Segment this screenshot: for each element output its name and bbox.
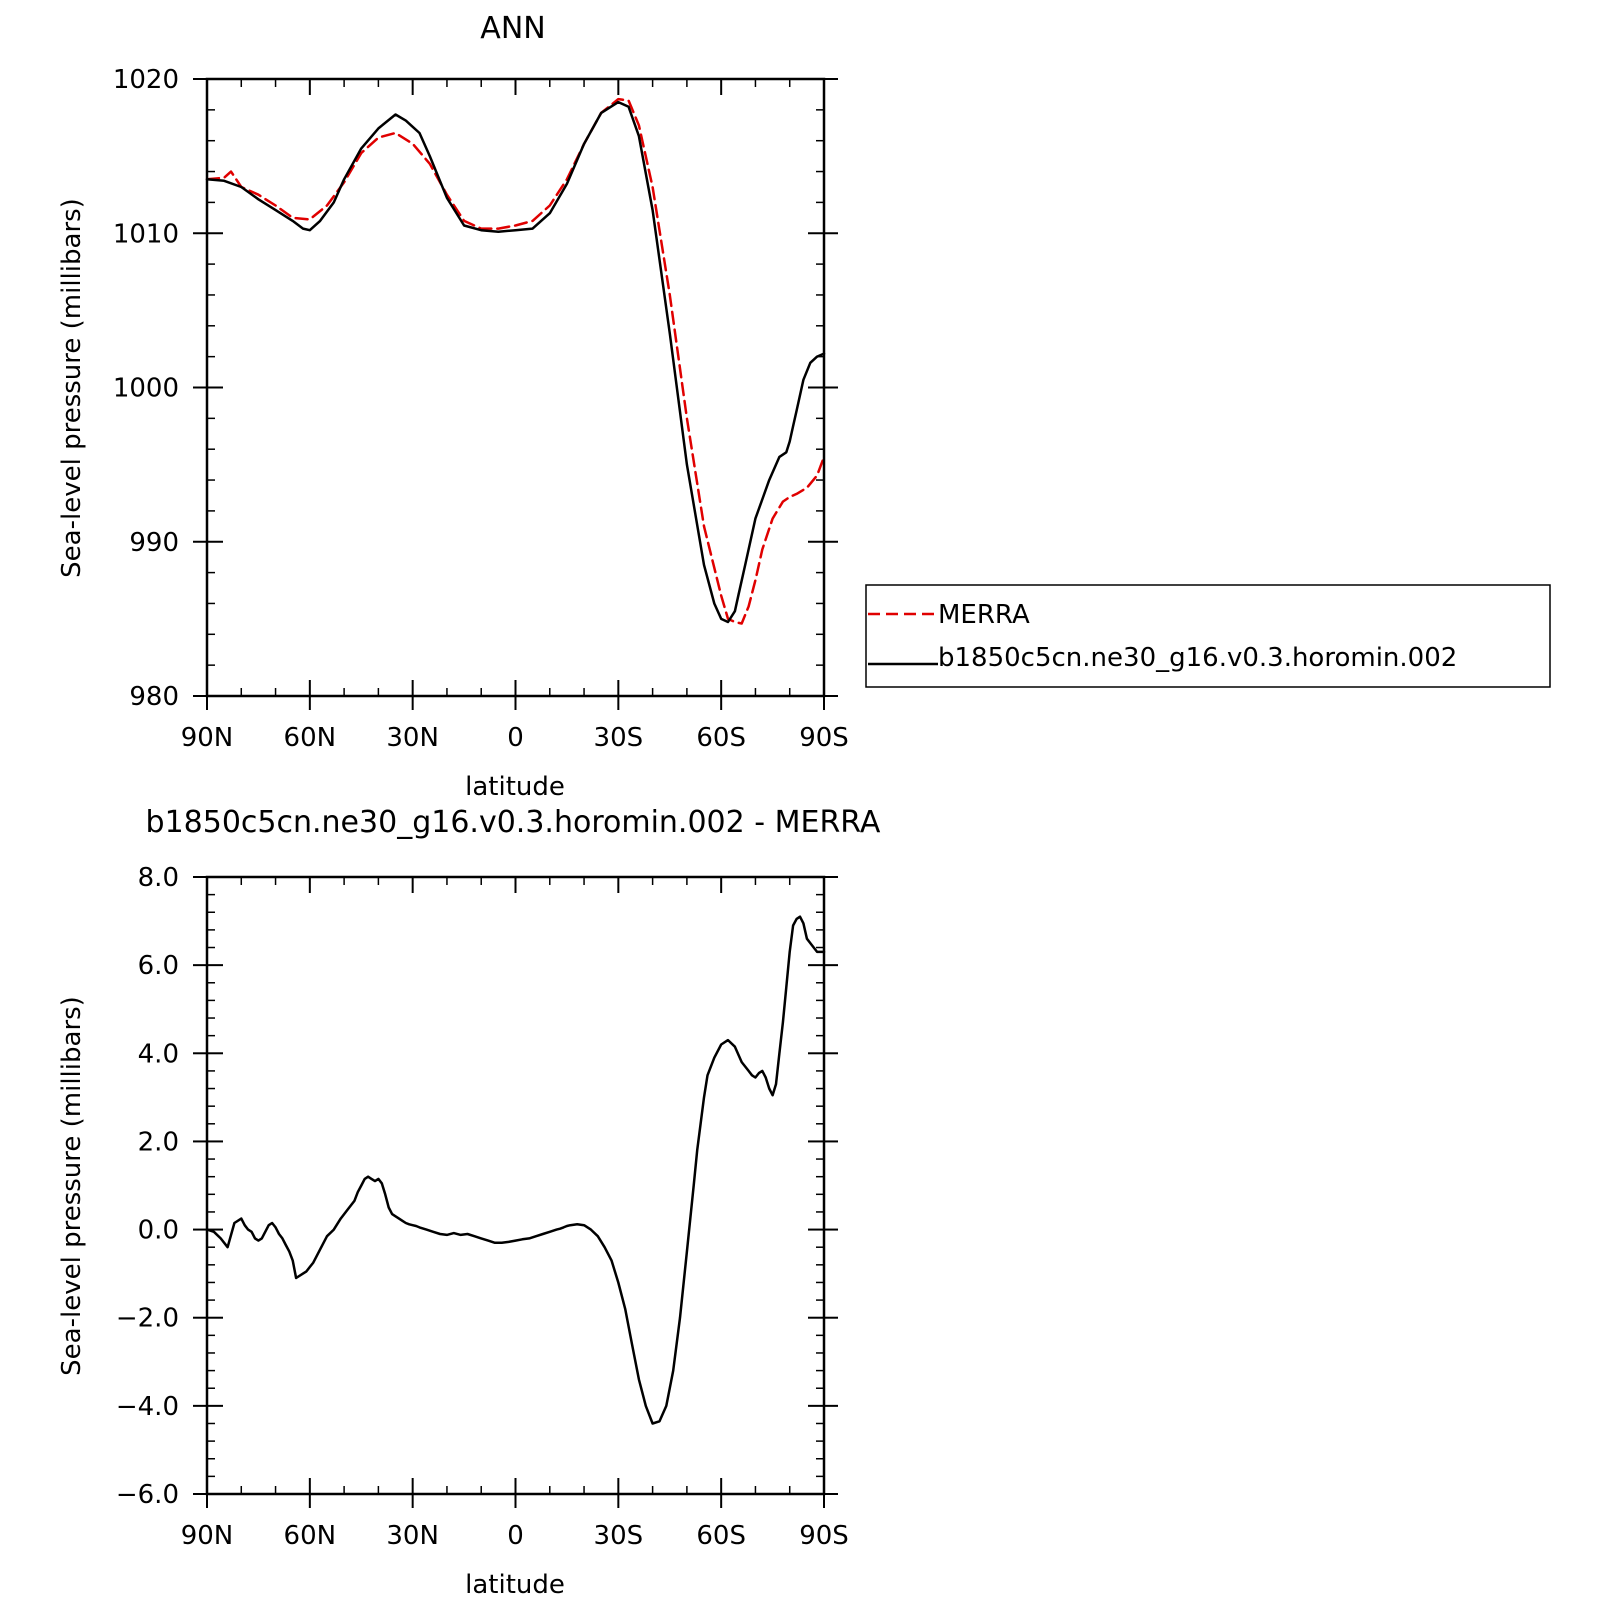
x-tick-label: 90N — [181, 723, 234, 753]
y-tick-label: 4.0 — [138, 1039, 179, 1069]
plot-frame — [205, 875, 826, 1496]
ticks: 90N 60N 30N 0 30S 60S 90S 8.0 6.0 4.0 2.0 0.0 −2.0 −4… — [116, 863, 849, 1551]
y-tick-label: −6.0 — [116, 1480, 179, 1510]
y-tick-label: 6.0 — [138, 951, 179, 981]
plot-lines — [205, 915, 826, 1425]
chart-title: ANN — [480, 11, 545, 46]
x-tick-label: 30N — [386, 723, 439, 753]
x-tick-label: 60S — [696, 723, 746, 753]
x-tick-label: 30S — [594, 723, 644, 753]
y-axis-label: Sea-level pressure (millibars) — [57, 996, 87, 1376]
y-axis-label: Sea-level pressure (millibars) — [57, 198, 87, 578]
y-tick-label: 1020 — [113, 65, 179, 95]
legend-box — [865, 584, 1551, 688]
y-tick-label: 2.0 — [138, 1127, 179, 1157]
y-tick-label: −4.0 — [116, 1392, 179, 1422]
y-tick-label: 8.0 — [138, 863, 179, 893]
series-line-0 — [205, 97, 826, 625]
y-tick-label: 1010 — [113, 219, 179, 249]
x-tick-label: 0 — [507, 1521, 524, 1551]
x-tick-label: 60N — [284, 723, 337, 753]
x-tick-label: 30S — [594, 1521, 644, 1551]
legend-label-merra: MERRA — [938, 600, 1030, 630]
y-tick-label: 980 — [129, 682, 179, 712]
x-axis-label: latitude — [465, 1570, 565, 1597]
x-tick-label: 90S — [799, 1521, 849, 1551]
series-line-1 — [205, 100, 826, 624]
y-tick-label: 990 — [129, 528, 179, 558]
y-tick-label: 0.0 — [138, 1216, 179, 1246]
x-tick-label: 90S — [799, 723, 849, 753]
ticks: 90N 60N 30N 0 30S 60S 90S 1020 1010 1000 990 980 — [113, 65, 849, 753]
x-axis-label: latitude — [465, 772, 565, 802]
plot-frame — [205, 77, 826, 698]
x-tick-label: 60S — [696, 1521, 746, 1551]
y-tick-label: −2.0 — [116, 1304, 179, 1334]
y-tick-label: 1000 — [113, 374, 179, 404]
legend-label-model: b1850c5cn.ne30_g16.v0.3.horomin.002 — [938, 643, 1457, 673]
x-tick-label: 60N — [284, 1521, 337, 1551]
x-tick-label: 0 — [507, 723, 524, 753]
series-line-0 — [205, 915, 826, 1425]
x-tick-label: 90N — [181, 1521, 234, 1551]
top-panel: ANN 90N 60N 30N 0 30S 60S 90S 1020 1010 1000 990 98… — [57, 11, 1551, 802]
chart-title: b1850c5cn.ne30_g16.v0.3.horomin.002 - ME… — [146, 805, 881, 840]
bottom-panel: b1850c5cn.ne30_g16.v0.3.horomin.002 - ME… — [57, 805, 881, 1597]
x-tick-label: 30N — [386, 1521, 439, 1551]
plot-lines — [205, 97, 826, 625]
legend: MERRA b1850c5cn.ne30_g16.v0.3.horomin.00… — [865, 584, 1551, 688]
